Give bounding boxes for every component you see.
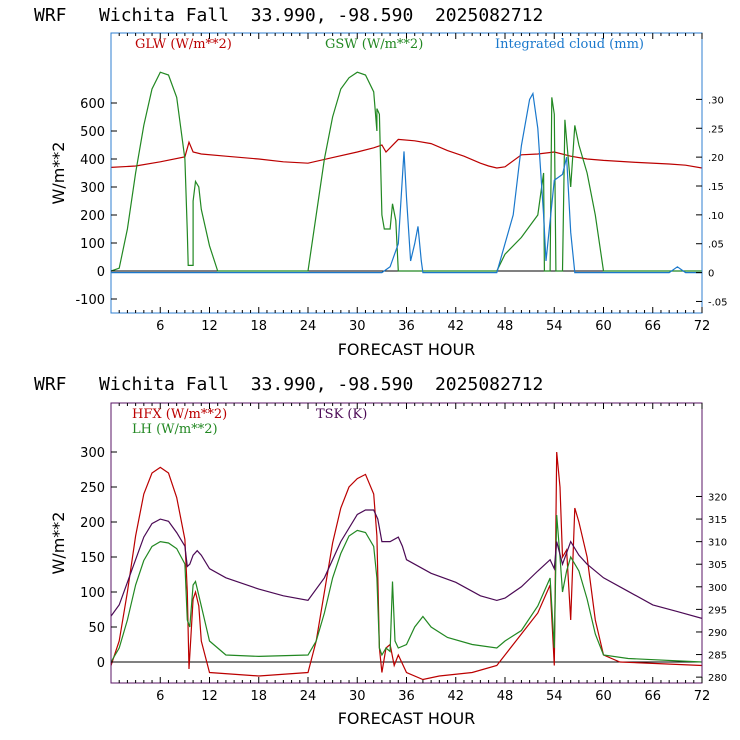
y2-tick-label: .15 [708,182,724,193]
legend-entry: LH (W/m**2) [132,422,218,437]
y-tick-label: 200 [80,209,105,224]
x-tick-label: 72 [694,319,711,334]
plot-frame [110,402,703,684]
y-tick-label: 250 [80,481,105,496]
y-tick-label: 0 [97,265,105,280]
x-tick-label: 30 [349,319,366,334]
legend-entry: GSW (W/m**2) [325,37,423,52]
y-tick-label: 100 [80,586,105,601]
y2-tick-label: 290 [708,628,727,639]
y-tick-label: 600 [80,97,105,112]
series-line-2 [111,71,702,272]
x-tick-label: 36 [398,689,415,704]
y2-tick-label: 280 [708,673,727,684]
y-tick-label: -100 [75,293,105,308]
y2-tick-label: -.05 [708,297,728,308]
y2-tick-label: .25 [708,124,724,135]
x-tick-label: 48 [497,319,514,334]
y2-tick-label: 310 [708,538,727,549]
x-axis-label: FORECAST HOUR [338,709,476,728]
series-line-3 [111,509,702,619]
x-tick-label: 72 [694,689,711,704]
panel-2: WRF Wichita Fall 33.990, -98.590 2025082… [34,374,727,728]
x-tick-label: 24 [300,319,317,334]
series-line-1 [111,138,702,169]
y-tick-label: 150 [80,551,105,566]
y2-tick-label: 315 [708,515,727,526]
x-tick-label: 48 [497,689,514,704]
y2-tick-label: 305 [708,560,727,571]
x-tick-label: 42 [447,689,464,704]
y-tick-label: 100 [80,237,105,252]
y2-tick-label: .10 [708,211,724,222]
x-tick-label: 66 [644,319,661,334]
x-tick-label: 24 [300,689,317,704]
x-tick-label: 18 [250,689,267,704]
x-tick-label: 12 [201,319,218,334]
y-tick-label: 50 [88,621,105,636]
y2-tick-label: .05 [708,240,724,251]
x-axis-label: FORECAST HOUR [338,340,476,359]
chart-title: WRF Wichita Fall 33.990, -98.590 2025082… [34,374,543,395]
y-tick-label: 300 [80,446,105,461]
x-tick-label: 42 [447,319,464,334]
x-tick-label: 54 [546,319,563,334]
y2-tick-label: .30 [708,95,724,106]
y-axis-label: W/m**2 [49,142,68,205]
y-tick-label: 400 [80,153,105,168]
y-tick-label: 300 [80,181,105,196]
y2-tick-label: 300 [708,583,727,594]
x-tick-label: 54 [546,689,563,704]
y-tick-label: 500 [80,125,105,140]
x-tick-label: 60 [595,319,612,334]
series-line-1 [111,451,702,681]
y2-tick-label: 285 [708,651,727,662]
y2-tick-label: .20 [708,153,724,164]
x-tick-label: 18 [250,319,267,334]
series-line-3 [111,91,702,274]
x-tick-label: 36 [398,319,415,334]
legend-entry: GLW (W/m**2) [135,37,232,52]
y2-tick-label: 320 [708,492,727,503]
chart-title: WRF Wichita Fall 33.990, -98.590 2025082… [34,5,543,26]
y-tick-label: 200 [80,516,105,531]
x-tick-label: 6 [156,319,164,334]
y2-tick-label: 0 [708,269,714,280]
legend-entry: HFX (W/m**2) [132,407,227,422]
x-tick-label: 60 [595,689,612,704]
legend-entry: Integrated cloud (mm) [495,37,644,52]
legend-entry: TSK (K) [316,407,367,422]
x-tick-label: 6 [156,689,164,704]
y-tick-label: 0 [97,656,105,671]
x-tick-label: 66 [644,689,661,704]
series-line-2 [111,514,702,663]
y-axis-label: W/m**2 [49,512,68,575]
x-tick-label: 12 [201,689,218,704]
y2-tick-label: 295 [708,605,727,616]
panel-1: WRF Wichita Fall 33.990, -98.590 2025082… [34,5,728,359]
x-tick-label: 30 [349,689,366,704]
